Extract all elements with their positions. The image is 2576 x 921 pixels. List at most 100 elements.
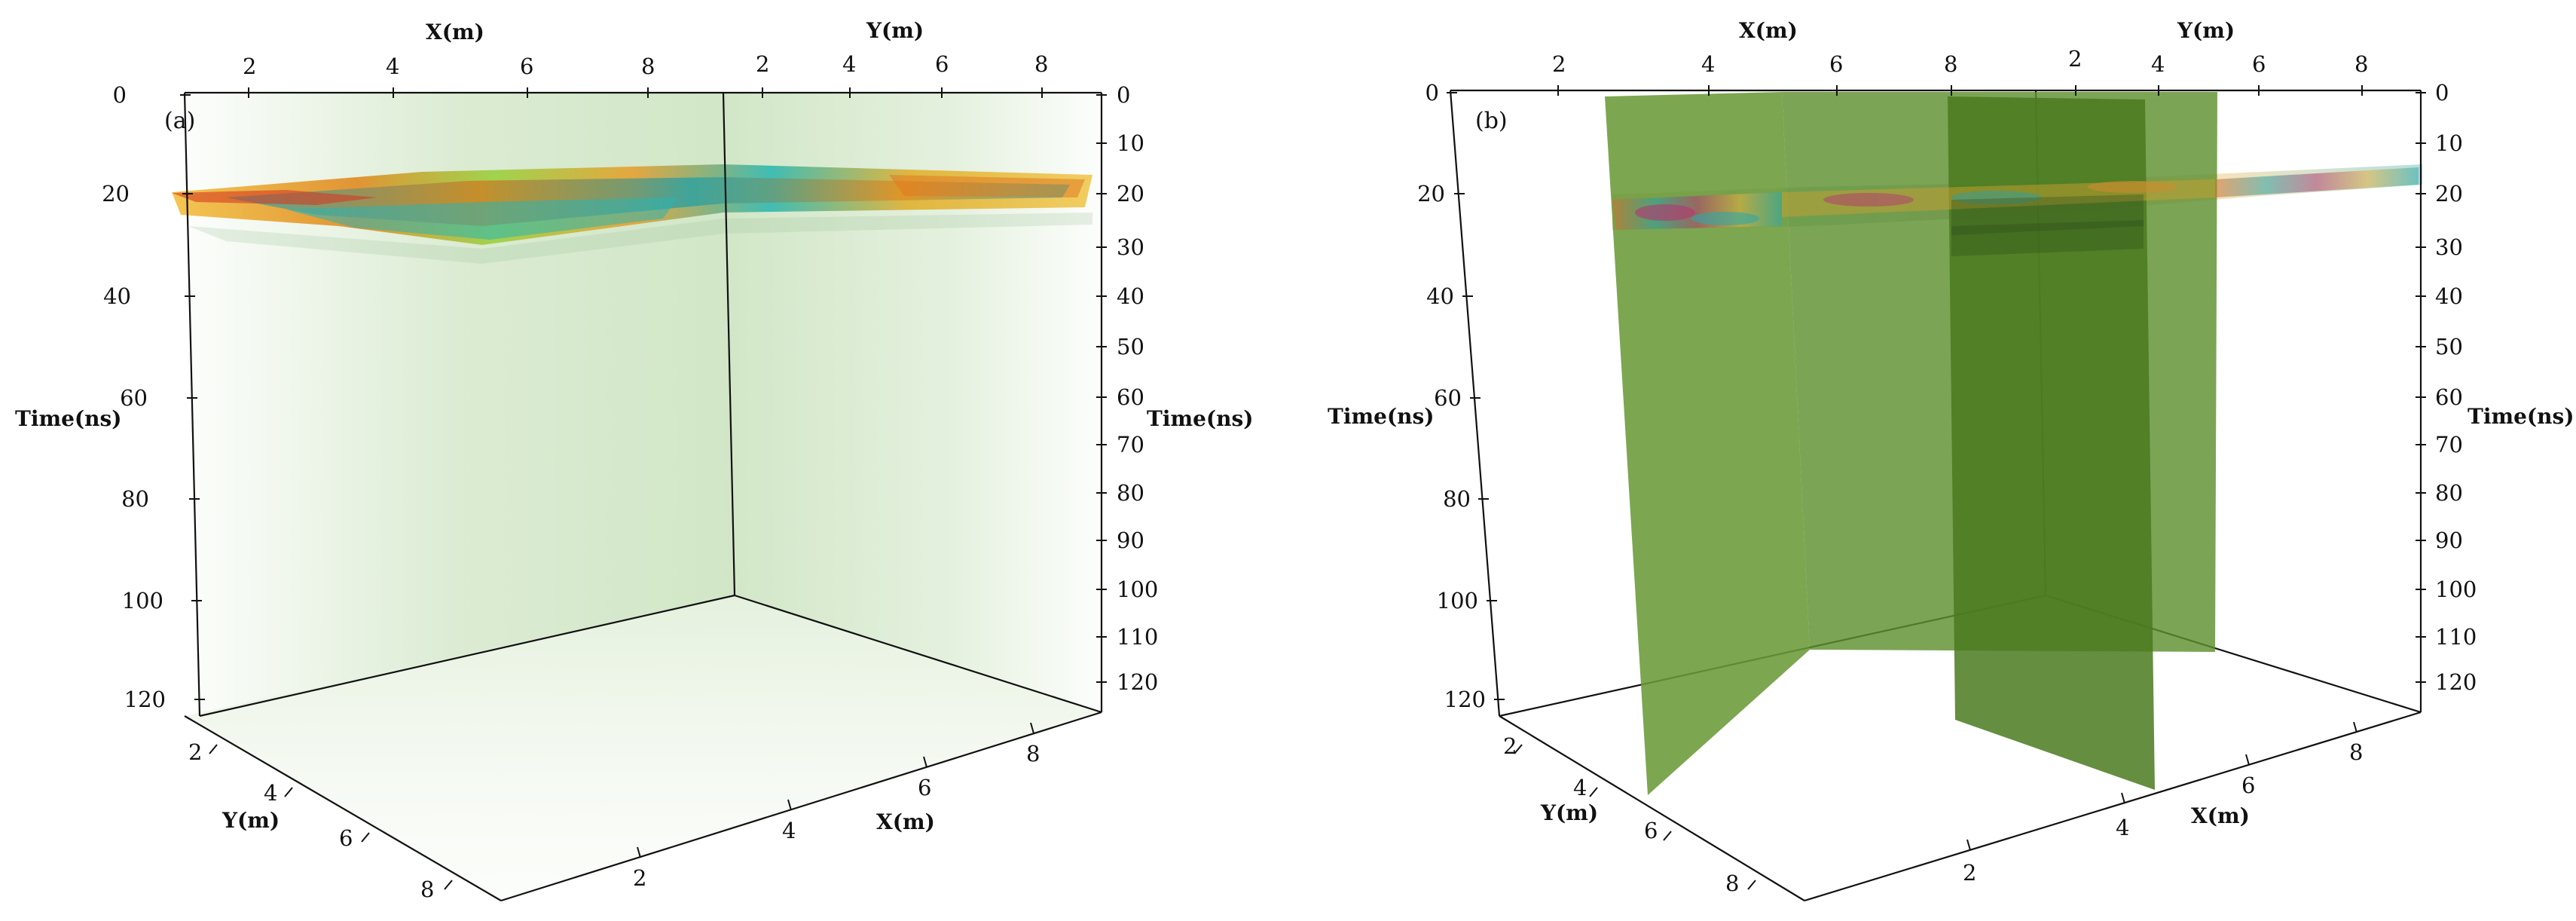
tick-time-right-b-3: 30 xyxy=(2435,234,2463,260)
edge-floor-back-right-a xyxy=(734,594,1102,714)
ticks-x-top-b xyxy=(1557,85,1952,96)
tick-time-right-a-9: 90 xyxy=(1117,528,1144,553)
edge-floor-back-left-a xyxy=(199,594,735,718)
tick-time-right-b-5: 50 xyxy=(2435,334,2463,360)
tick-x-bottom-b-3: 8 xyxy=(2349,739,2363,765)
tick-x-top-b-2: 6 xyxy=(1829,51,1843,77)
tick-time-right-b-11: 110 xyxy=(2435,624,2477,650)
axis-title-time-right-a: Time(ns) xyxy=(1147,406,1254,431)
tick-y-top-a-1: 4 xyxy=(842,51,856,77)
ticks-y-top-a xyxy=(762,87,1043,98)
tick-y-top-b-3: 8 xyxy=(2354,51,2368,77)
axis-time-left-b xyxy=(1449,90,1501,717)
reflection-band-a xyxy=(172,164,1092,264)
tick-time-right-a-2: 20 xyxy=(1117,181,1144,207)
panel-b: 2 4 6 8 2 4 6 8 0 20 40 60 80 100 120 0 … xyxy=(1328,18,2574,902)
tick-time-left-b-5: 100 xyxy=(1437,588,1478,613)
axis-time-left-a xyxy=(183,92,201,717)
tick-time-right-b-12: 120 xyxy=(2435,669,2477,695)
axis-title-y-bottom-b: Y(m) xyxy=(1540,800,1598,825)
tick-time-left-a-0: 0 xyxy=(113,82,127,108)
ticks-time-left-b xyxy=(1447,92,1505,700)
tick-time-right-a-12: 120 xyxy=(1117,669,1158,695)
tick-x-bottom-b-0: 2 xyxy=(1963,860,1976,886)
tick-time-right-b-2: 20 xyxy=(2435,181,2463,207)
tick-time-right-b-8: 80 xyxy=(2435,480,2463,506)
axis-title-time-left-a: Time(ns) xyxy=(15,406,122,431)
ticks-x-top-a xyxy=(248,87,649,98)
tick-time-left-b-3: 60 xyxy=(1434,385,1462,411)
tick-y-top-a-3: 8 xyxy=(1034,51,1048,77)
tick-time-left-a-3: 60 xyxy=(120,385,148,411)
tick-y-bottom-b-1: 4 xyxy=(1573,775,1587,800)
tick-time-right-b-0: 0 xyxy=(2435,80,2449,106)
axis-time-back-a xyxy=(722,92,736,596)
tick-time-right-a-4: 40 xyxy=(1117,283,1144,309)
tick-y-top-a-2: 6 xyxy=(935,51,949,77)
tick-time-left-b-4: 80 xyxy=(1443,486,1471,512)
tick-time-right-b-10: 100 xyxy=(2435,577,2477,602)
axis-y-bottom-a xyxy=(184,715,502,901)
axis-title-time-right-b: Time(ns) xyxy=(2468,404,2574,429)
tick-time-right-a-10: 100 xyxy=(1117,577,1158,602)
ticks-y-top-b xyxy=(2075,85,2363,96)
tick-x-bottom-a-3: 8 xyxy=(1026,741,1040,766)
tick-time-right-b-1: 10 xyxy=(2435,130,2463,156)
tick-time-left-b-1: 20 xyxy=(1417,181,1445,207)
slice-plane-x-left xyxy=(1605,92,1810,795)
tick-y-bottom-a-1: 4 xyxy=(264,780,277,806)
tick-x-bottom-b-2: 6 xyxy=(2241,773,2255,798)
tick-time-left-b-0: 0 xyxy=(1426,80,1439,106)
tick-y-top-b-0: 2 xyxy=(2068,46,2082,72)
ticks-y-bottom-a xyxy=(209,744,453,890)
volume-floor xyxy=(185,595,1102,901)
tick-y-bottom-b-2: 6 xyxy=(1644,818,1658,843)
tick-x-top-a-2: 6 xyxy=(520,54,533,79)
tick-x-top-b-3: 8 xyxy=(1944,51,1957,77)
tick-time-right-b-9: 90 xyxy=(2435,528,2463,553)
axis-x-bottom-b xyxy=(1804,711,2422,902)
axis-title-y-top-a: Y(m) xyxy=(866,18,924,43)
tick-time-left-a-5: 100 xyxy=(122,588,163,613)
axis-x-bottom-a xyxy=(500,711,1102,902)
ticks-x-bottom-a xyxy=(637,722,1034,858)
axis-y-bottom-b xyxy=(1499,715,1805,901)
tick-time-right-b-4: 40 xyxy=(2435,283,2463,309)
slice-plane-x-right xyxy=(1948,96,2155,790)
axis-title-time-left-b: Time(ns) xyxy=(1328,404,1435,429)
tick-time-right-a-8: 80 xyxy=(1117,480,1144,506)
ticks-y-bottom-b xyxy=(1514,744,1756,890)
tick-x-bottom-a-2: 6 xyxy=(918,775,931,800)
panel-label-b: (b) xyxy=(1475,108,1508,134)
panel-a: 2 4 6 8 2 4 6 8 0 20 40 60 80 100 120 0 … xyxy=(15,18,1254,902)
tick-x-bottom-a-1: 4 xyxy=(782,818,796,843)
tick-time-right-a-5: 50 xyxy=(1117,334,1144,360)
axis-title-x-bottom-a: X(m) xyxy=(876,809,935,834)
axis-title-y-top-b: Y(m) xyxy=(2177,18,2235,43)
tick-y-bottom-a-3: 8 xyxy=(420,877,434,902)
slice-reflections xyxy=(1612,167,2419,256)
tick-time-right-a-11: 110 xyxy=(1117,624,1158,650)
tick-x-top-a-0: 2 xyxy=(243,54,256,79)
axis-title-x-top-b: X(m) xyxy=(1739,18,1798,43)
ticks-x-bottom-b xyxy=(1966,721,2358,851)
tick-x-top-a-3: 8 xyxy=(641,54,655,79)
tick-x-bottom-a-0: 2 xyxy=(633,865,646,891)
tick-time-left-a-6: 120 xyxy=(124,687,166,712)
volume-left-face xyxy=(185,93,735,716)
ticks-time-right-b xyxy=(2416,92,2426,683)
axis-title-y-bottom-a: Y(m) xyxy=(222,808,280,833)
axis-title-x-top-a: X(m) xyxy=(426,20,484,44)
tick-x-top-b-1: 4 xyxy=(1701,51,1715,77)
tick-y-top-b-1: 4 xyxy=(2151,51,2165,77)
tick-time-right-a-7: 70 xyxy=(1117,432,1144,457)
tick-y-bottom-b-3: 8 xyxy=(1725,871,1739,896)
tick-y-bottom-a-0: 2 xyxy=(188,739,202,765)
tick-time-left-a-4: 80 xyxy=(121,486,149,512)
tick-x-bottom-b-1: 4 xyxy=(2116,815,2129,840)
panel-label-a: (a) xyxy=(164,108,195,134)
tick-time-right-b-6: 60 xyxy=(2435,384,2463,410)
tick-time-right-a-6: 60 xyxy=(1117,384,1144,410)
axis-title-x-bottom-b: X(m) xyxy=(2191,803,2250,828)
